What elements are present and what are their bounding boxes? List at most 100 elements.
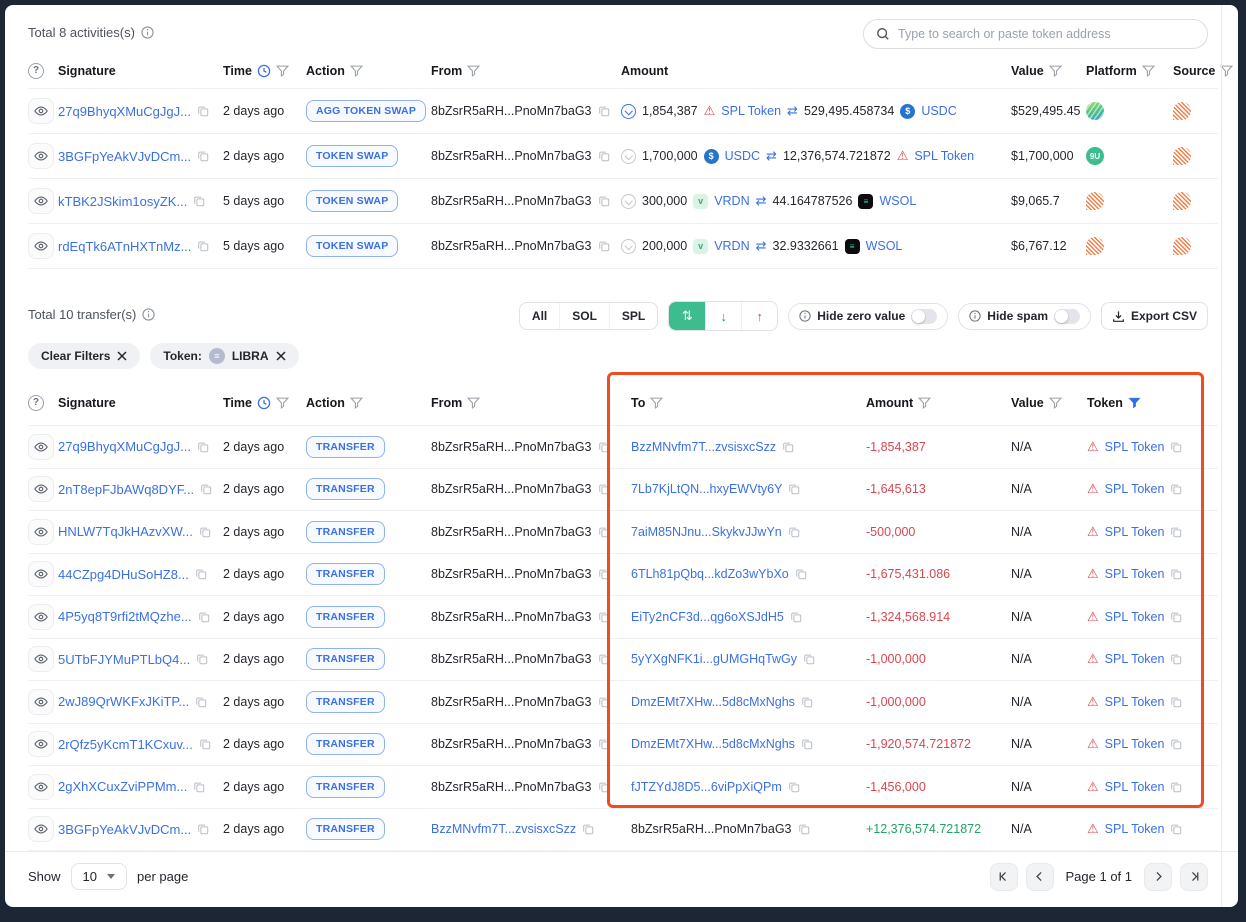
copy-icon[interactable] bbox=[788, 483, 800, 495]
token-link[interactable]: USDC bbox=[921, 104, 957, 118]
tab-sol[interactable]: SOL bbox=[559, 303, 609, 329]
from-address[interactable]: 8bZsrR5aRH...PnoMn7baG3 bbox=[431, 567, 592, 582]
preview-eye-button[interactable] bbox=[28, 188, 54, 214]
copy-icon[interactable] bbox=[582, 823, 594, 835]
expand-chevron-icon[interactable] bbox=[621, 193, 636, 209]
from-address[interactable]: 8bZsrR5aRH...PnoMn7baG3 bbox=[431, 694, 592, 709]
signature-link[interactable]: HNLW7TqJkHAzvXW... bbox=[58, 524, 193, 540]
copy-icon[interactable] bbox=[801, 696, 813, 708]
copy-icon[interactable] bbox=[598, 781, 610, 793]
from-address[interactable]: 8bZsrR5aRH...PnoMn7baG3 bbox=[431, 482, 592, 497]
copy-icon[interactable] bbox=[1170, 781, 1182, 793]
token-link[interactable]: USDC bbox=[724, 149, 761, 163]
hide-zero-toggle[interactable] bbox=[911, 308, 938, 324]
preview-eye-button[interactable] bbox=[28, 603, 54, 630]
copy-icon[interactable] bbox=[788, 526, 800, 538]
token-link[interactable]: VRDN bbox=[714, 194, 750, 208]
signature-link[interactable]: 2gXhXCuxZviPPMm... bbox=[58, 779, 188, 795]
from-address[interactable]: 8bZsrR5aRH...PnoMn7baG3 bbox=[431, 779, 592, 794]
sort-in-button[interactable]: ↓ bbox=[705, 302, 741, 330]
copy-icon[interactable] bbox=[1170, 611, 1182, 623]
from-address[interactable]: BzzMNvfm7T...zvsisxcSzz bbox=[431, 822, 577, 837]
copy-icon[interactable] bbox=[598, 150, 610, 162]
token-link[interactable]: VRDN bbox=[714, 239, 750, 253]
page-size-select[interactable]: 10 bbox=[70, 863, 127, 890]
copy-icon[interactable] bbox=[193, 195, 205, 207]
copy-icon[interactable] bbox=[199, 526, 211, 538]
preview-eye-button[interactable] bbox=[28, 561, 54, 588]
search-input[interactable] bbox=[898, 27, 1195, 41]
copy-icon[interactable] bbox=[798, 823, 810, 835]
signature-link[interactable]: 2rQfz5yKcmT1KCxuv... bbox=[58, 736, 193, 752]
copy-icon[interactable] bbox=[1170, 653, 1182, 665]
source-icon[interactable] bbox=[1173, 102, 1191, 120]
filter-icon[interactable] bbox=[349, 397, 363, 409]
token-filter-chip[interactable]: Token: ≡ LIBRA bbox=[150, 343, 299, 369]
filter-icon[interactable] bbox=[1141, 65, 1155, 77]
copy-icon[interactable] bbox=[598, 653, 610, 665]
copy-icon[interactable] bbox=[598, 696, 610, 708]
to-address[interactable]: DmzEMt7XHw...5d8cMxNghs bbox=[631, 694, 795, 709]
copy-icon[interactable] bbox=[197, 105, 209, 117]
token-link[interactable]: WSOL bbox=[879, 194, 917, 208]
prev-page-button[interactable] bbox=[1025, 862, 1054, 891]
copy-icon[interactable] bbox=[782, 441, 794, 453]
copy-icon[interactable] bbox=[1170, 823, 1182, 835]
to-address[interactable]: 7Lb7KjLtQN...hxyEWVty6Y bbox=[631, 482, 783, 497]
token-link[interactable]: SPL Token bbox=[1104, 439, 1165, 454]
copy-icon[interactable] bbox=[197, 240, 209, 252]
tab-spl[interactable]: SPL bbox=[608, 303, 657, 329]
to-address[interactable]: 6TLh81pQbq...kdZo3wYbXo bbox=[631, 567, 789, 582]
filter-icon[interactable] bbox=[467, 397, 481, 409]
copy-icon[interactable] bbox=[598, 526, 610, 538]
token-link[interactable]: SPL Token bbox=[914, 149, 975, 163]
filter-icon[interactable] bbox=[1048, 397, 1062, 409]
hide-spam-toggle[interactable] bbox=[1053, 308, 1080, 324]
from-address[interactable]: 8bZsrR5aRH...PnoMn7baG3 bbox=[431, 652, 592, 667]
token-link[interactable]: SPL Token bbox=[1104, 737, 1165, 752]
to-address[interactable]: 7aiM85NJnu...SkykvJJwYn bbox=[631, 524, 782, 539]
copy-icon[interactable] bbox=[795, 568, 807, 580]
last-page-button[interactable] bbox=[1180, 862, 1208, 891]
to-address[interactable]: BzzMNvfm7T...zvsisxcSzz bbox=[631, 439, 777, 454]
copy-icon[interactable] bbox=[193, 781, 205, 793]
token-link[interactable]: SPL Token bbox=[721, 104, 782, 118]
copy-icon[interactable] bbox=[1170, 696, 1182, 708]
preview-eye-button[interactable] bbox=[28, 773, 54, 800]
filter-icon[interactable] bbox=[349, 65, 363, 77]
to-address[interactable]: 8bZsrR5aRH...PnoMn7baG3 bbox=[631, 822, 792, 837]
copy-icon[interactable] bbox=[195, 696, 207, 708]
signature-link[interactable]: 27q9BhyqXMuCgJgJ... bbox=[58, 103, 191, 119]
preview-eye-button[interactable] bbox=[28, 518, 54, 545]
token-link[interactable]: SPL Token bbox=[1104, 524, 1165, 539]
copy-icon[interactable] bbox=[1170, 526, 1182, 538]
copy-icon[interactable] bbox=[790, 611, 802, 623]
copy-icon[interactable] bbox=[803, 653, 815, 665]
filter-icon-active[interactable] bbox=[1128, 397, 1141, 409]
clock-icon[interactable] bbox=[257, 64, 271, 78]
next-page-button[interactable] bbox=[1144, 862, 1172, 891]
copy-icon[interactable] bbox=[598, 483, 610, 495]
token-link[interactable]: SPL Token bbox=[1104, 694, 1165, 709]
source-icon[interactable] bbox=[1173, 147, 1191, 165]
signature-link[interactable]: 5UTbFJYMuPTLbQ4... bbox=[58, 651, 191, 667]
from-address[interactable]: 8bZsrR5aRH...PnoMn7baG3 bbox=[431, 737, 592, 752]
filter-icon[interactable] bbox=[1048, 65, 1062, 77]
token-link[interactable]: SPL Token bbox=[1104, 567, 1165, 582]
sort-out-button[interactable]: ↑ bbox=[741, 302, 777, 330]
copy-icon[interactable] bbox=[1170, 568, 1182, 580]
close-icon[interactable] bbox=[117, 351, 127, 361]
preview-eye-button[interactable] bbox=[28, 731, 54, 758]
filter-icon[interactable] bbox=[650, 397, 664, 409]
token-link[interactable]: WSOL bbox=[865, 239, 903, 253]
signature-link[interactable]: rdEqTk6ATnHXTnMz... bbox=[58, 238, 192, 254]
copy-icon[interactable] bbox=[198, 611, 210, 623]
copy-icon[interactable] bbox=[1170, 738, 1182, 750]
token-link[interactable]: SPL Token bbox=[1104, 609, 1165, 624]
source-icon[interactable] bbox=[1173, 237, 1191, 255]
preview-eye-button[interactable] bbox=[28, 143, 54, 169]
token-link[interactable]: SPL Token bbox=[1104, 779, 1165, 794]
platform-icon[interactable]: 9U bbox=[1086, 147, 1104, 165]
expand-chevron-icon[interactable] bbox=[621, 103, 636, 119]
to-address[interactable]: EiTy2nCF3d...qg6oXSJdH5 bbox=[631, 609, 784, 624]
